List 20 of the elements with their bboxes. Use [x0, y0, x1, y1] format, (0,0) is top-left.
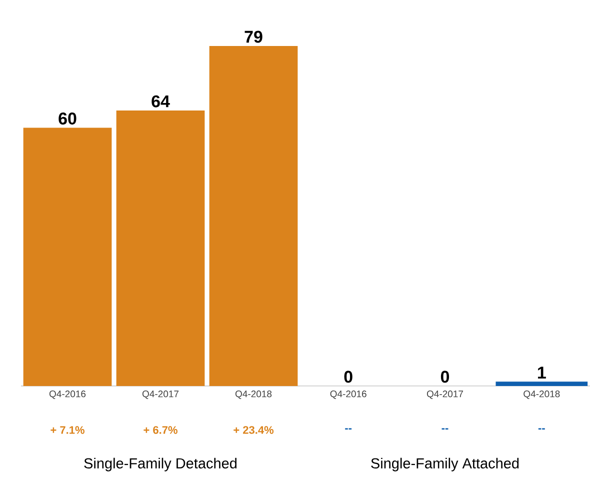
- text: + 6.7%: [144, 426, 178, 434]
- text: + 23.4%: [234, 426, 274, 434]
- x-tick-label: Q4-2018: [235, 390, 272, 399]
- x-tick-label: Q4-2017: [142, 390, 179, 399]
- x-axis-title: Single-Family Attached: [371, 458, 519, 472]
- data-label: 0: [344, 370, 352, 383]
- text: --: [345, 428, 352, 430]
- x-tick-label: Q4-2016: [49, 390, 86, 399]
- x-tick-label: Q4-2016: [330, 390, 366, 399]
- text: --: [442, 428, 448, 430]
- text: + 7.1%: [50, 426, 84, 434]
- x-tick-label: Q4-2017: [426, 390, 464, 399]
- data-label: 0: [440, 370, 450, 383]
- x-axis-title: Single-Family Detached: [84, 458, 236, 472]
- x-tick-label: Q4-2018: [524, 390, 560, 399]
- text: --: [538, 428, 545, 430]
- data-label: 60: [58, 112, 76, 125]
- data-label: 64: [152, 95, 170, 108]
- data-label: 79: [244, 30, 262, 43]
- data-label: 1: [538, 366, 546, 378]
